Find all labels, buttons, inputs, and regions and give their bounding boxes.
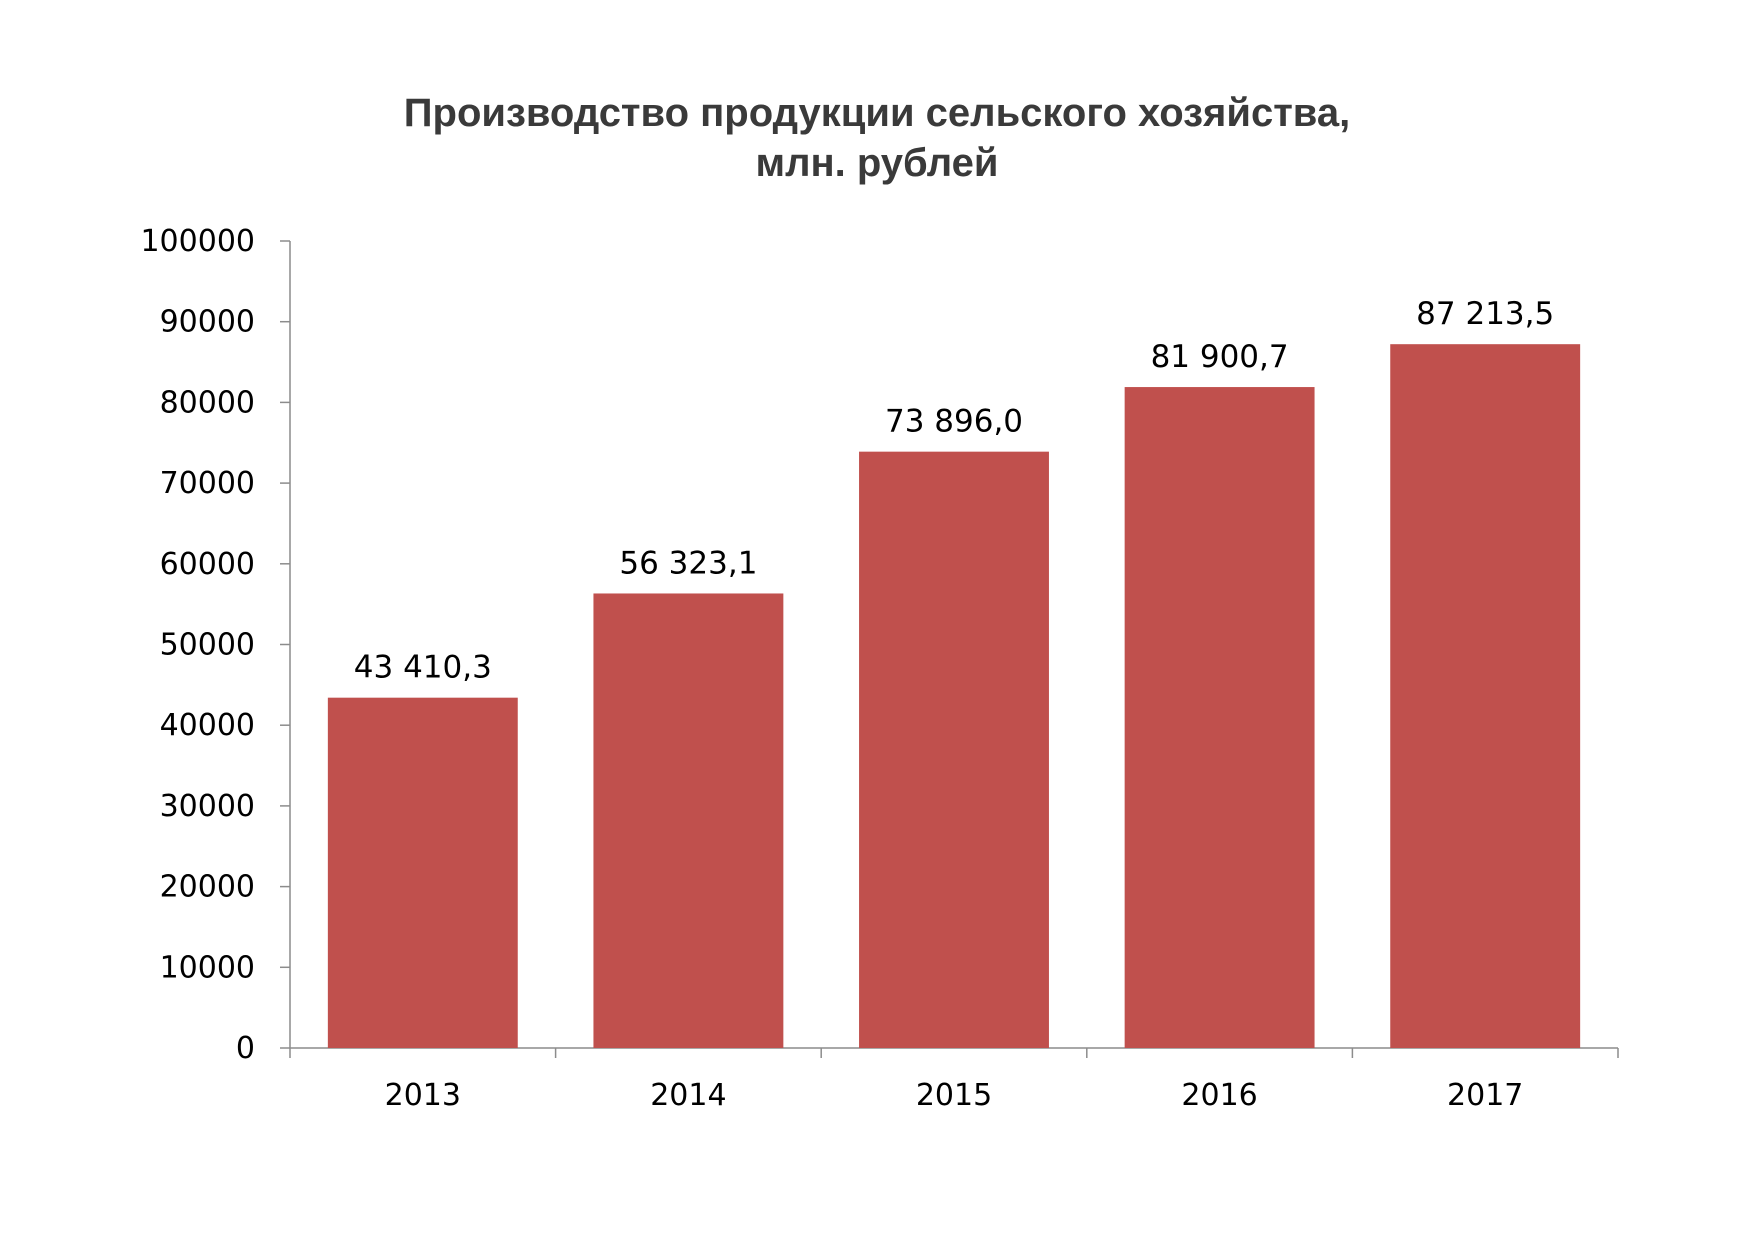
chart-title: Производство продукции сельского хозяйст…	[0, 88, 1754, 188]
y-tick-label: 100000	[140, 224, 255, 259]
data-labels: 43 410,3 56 323,1 73 896,0 81 900,7 87 213,5	[354, 296, 1554, 685]
y-tick-label: 10000	[160, 950, 255, 985]
data-label-2015: 73 896,0	[885, 404, 1023, 440]
data-label-2013: 43 410,3	[354, 650, 492, 686]
x-tick-label: 2015	[916, 1078, 992, 1113]
x-tick-label: 2014	[650, 1078, 726, 1113]
bar-2016	[1124, 387, 1315, 1048]
y-tick-label: 20000	[160, 870, 255, 905]
y-tick-label: 0	[236, 1031, 255, 1066]
y-tick-label: 50000	[160, 628, 255, 663]
y-tick-label: 60000	[160, 547, 255, 582]
data-label-2014: 56 323,1	[619, 545, 757, 581]
y-axis: 0 10000 20000 30000 40000 50000 60000 70000 8000…	[140, 224, 291, 1066]
bar-2017	[1390, 344, 1581, 1049]
x-tick-label: 2016	[1181, 1078, 1257, 1113]
y-tick-label: 80000	[160, 385, 255, 420]
y-tick-label: 40000	[160, 708, 255, 743]
bar-2015	[859, 451, 1049, 1048]
y-tick-label: 70000	[160, 466, 255, 501]
data-label-2017: 87 213,5	[1416, 296, 1554, 332]
x-axis: 2013 2014 2015 2016 2017	[289, 1047, 1619, 1113]
y-tick-label: 90000	[160, 305, 255, 340]
bar-2014	[593, 593, 784, 1048]
x-tick-label: 2017	[1447, 1078, 1523, 1113]
y-tick-label: 30000	[160, 789, 255, 824]
x-tick-label: 2013	[385, 1078, 461, 1113]
bar-2013	[327, 697, 518, 1048]
bars	[327, 344, 1581, 1049]
chart-title-line-1: Производство продукции сельского хозяйст…	[403, 91, 1351, 135]
chart-title-line-2: млн. рублей	[755, 141, 999, 185]
data-label-2016: 81 900,7	[1151, 339, 1289, 375]
